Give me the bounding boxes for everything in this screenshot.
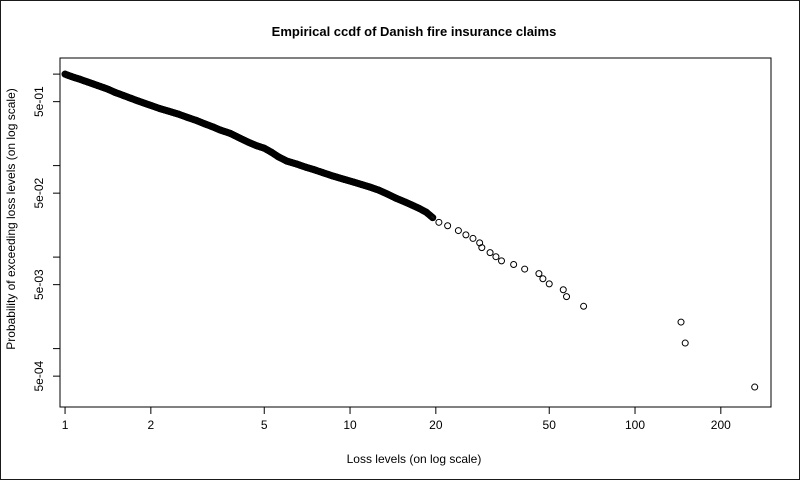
data-point <box>478 244 486 252</box>
data-point <box>89 80 97 88</box>
data-point <box>435 218 443 226</box>
data-point <box>358 181 366 189</box>
data-point <box>140 99 148 107</box>
data-point <box>75 75 83 83</box>
data-point <box>119 91 127 99</box>
data-point <box>559 286 567 294</box>
data-point <box>539 275 547 283</box>
x-tick-label: 10 <box>343 418 357 432</box>
data-point <box>545 280 553 288</box>
data-point <box>244 138 252 146</box>
data-point <box>111 88 119 96</box>
data-point <box>164 107 172 115</box>
y-tick-label: 5e-03 <box>32 269 46 300</box>
data-point <box>193 117 201 125</box>
data-point <box>454 227 462 235</box>
data-point <box>427 212 435 220</box>
data-point <box>310 166 318 174</box>
data-point <box>401 198 409 206</box>
data-point <box>427 212 435 220</box>
data-point <box>67 72 75 80</box>
data-point <box>681 339 689 347</box>
data-point <box>469 234 477 242</box>
x-tick-label: 2 <box>147 418 154 432</box>
data-point <box>486 249 494 257</box>
data-point <box>580 302 588 310</box>
data-point <box>462 231 470 239</box>
data-point <box>318 169 326 177</box>
data-point <box>428 213 436 221</box>
data-point <box>79 77 87 85</box>
data-point <box>383 190 391 198</box>
data-point <box>127 94 135 102</box>
data-point <box>209 123 217 131</box>
data-point <box>392 194 400 202</box>
data-point <box>429 214 437 222</box>
data-point <box>350 178 358 186</box>
y-axis: 5e-04 5e-03 5e-02 5e-01 <box>32 73 60 391</box>
data-point <box>104 85 112 93</box>
data-point <box>302 163 310 171</box>
data-point <box>367 183 375 191</box>
data-point <box>329 172 337 180</box>
data-point <box>293 160 301 168</box>
data-point <box>415 204 423 212</box>
data-point <box>510 261 518 269</box>
data-point <box>444 222 452 230</box>
y-tick-label: 5e-01 <box>32 86 46 117</box>
x-axis: 1 2 5 10 20 50 100 200 <box>62 407 731 432</box>
x-tick-label: 1 <box>62 418 69 432</box>
data-point <box>147 101 155 109</box>
x-axis-label: Loss levels (on log scale) <box>347 452 482 466</box>
data-point <box>521 265 529 273</box>
x-tick-label: 200 <box>711 418 731 432</box>
data-point <box>174 110 182 118</box>
data-point <box>184 114 192 122</box>
data-point <box>134 97 142 105</box>
data-point <box>563 293 571 301</box>
data-point <box>408 201 416 209</box>
data-point <box>156 105 164 113</box>
data-point <box>236 134 244 142</box>
x-tick-label: 100 <box>625 418 645 432</box>
data-point <box>677 318 685 326</box>
x-tick-label: 50 <box>543 418 557 432</box>
data-point <box>498 257 506 265</box>
x-tick-label: 5 <box>261 418 268 432</box>
data-point <box>260 144 268 152</box>
data-point <box>422 208 430 216</box>
data-point <box>267 148 275 156</box>
data-point <box>274 153 282 161</box>
data-point <box>71 74 79 82</box>
y-axis-label: Probability of exceeding loss levels (on… <box>4 88 18 349</box>
data-point <box>226 129 234 137</box>
y-tick-label: 5e-04 <box>32 360 46 391</box>
data-points <box>61 70 759 391</box>
data-point <box>283 157 291 165</box>
data-point <box>535 270 543 278</box>
data-point <box>253 142 261 150</box>
y-tick-label: 5e-02 <box>32 177 46 208</box>
data-point <box>375 186 383 194</box>
data-point <box>340 175 348 183</box>
data-point <box>64 71 72 79</box>
x-tick-label: 20 <box>429 418 443 432</box>
data-point <box>751 383 759 391</box>
data-point <box>201 120 209 128</box>
data-point <box>492 253 500 261</box>
data-point <box>216 126 224 134</box>
chart-title: Empirical ccdf of Danish fire insurance … <box>272 24 557 39</box>
plot-area-frame <box>59 57 772 408</box>
